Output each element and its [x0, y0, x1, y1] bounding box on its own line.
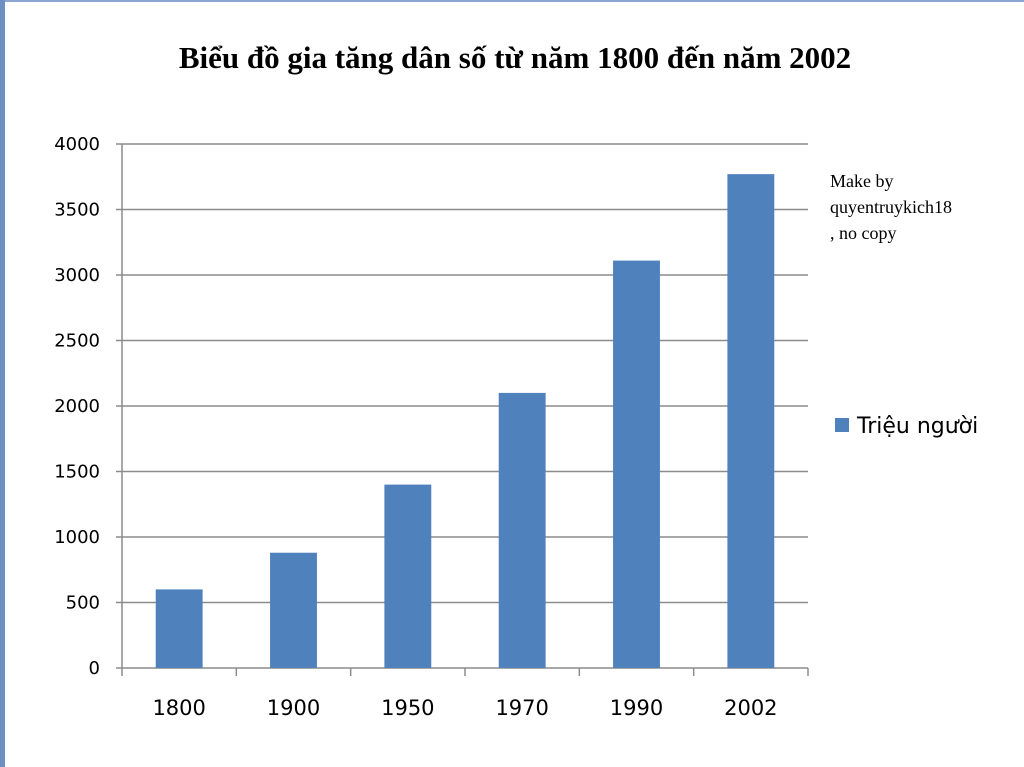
x-tick-label-1970: 1970	[495, 696, 548, 720]
y-tick-label-4000: 4000	[54, 134, 100, 155]
bar-1900	[270, 552, 317, 668]
y-tick-label-2000: 2000	[54, 396, 100, 417]
watermark-line-3: , no copy	[830, 223, 897, 243]
y-tick-label-1000: 1000	[54, 527, 100, 548]
bar-1990	[613, 260, 660, 668]
y-tick-label-0: 0	[89, 658, 100, 679]
watermark-line-1: Make by	[830, 171, 894, 191]
slide-top-border	[0, 0, 1024, 2]
y-tick-label-3500: 3500	[54, 200, 100, 221]
x-tick-label-1900: 1900	[267, 696, 320, 720]
x-tick-label-1800: 1800	[152, 696, 205, 720]
bar-1950	[384, 484, 432, 668]
x-tick-label-1950: 1950	[381, 696, 434, 720]
slide-left-border	[0, 0, 5, 767]
watermark-line-2: quyentruykich18	[830, 197, 952, 217]
x-tick-label-2002: 2002	[724, 696, 777, 720]
legend-swatch	[835, 418, 849, 432]
bar-2002	[727, 174, 775, 668]
y-tick-label-500: 500	[66, 593, 100, 614]
y-tick-label-3000: 3000	[54, 265, 100, 286]
y-tick-label-2500: 2500	[54, 331, 100, 352]
chart-title: Biểu đồ gia tăng dân số từ năm 1800 đến …	[178, 40, 852, 75]
legend-label: Triệu người	[857, 414, 979, 439]
watermark-note: Make by quyentruykich18 , no copy	[830, 168, 1000, 246]
x-tick-label-1990: 1990	[610, 696, 663, 720]
y-tick-label-1500: 1500	[54, 462, 100, 483]
bar-1970	[498, 392, 546, 668]
chart-legend: Triệu người	[835, 414, 978, 439]
bar-1800	[155, 589, 203, 668]
